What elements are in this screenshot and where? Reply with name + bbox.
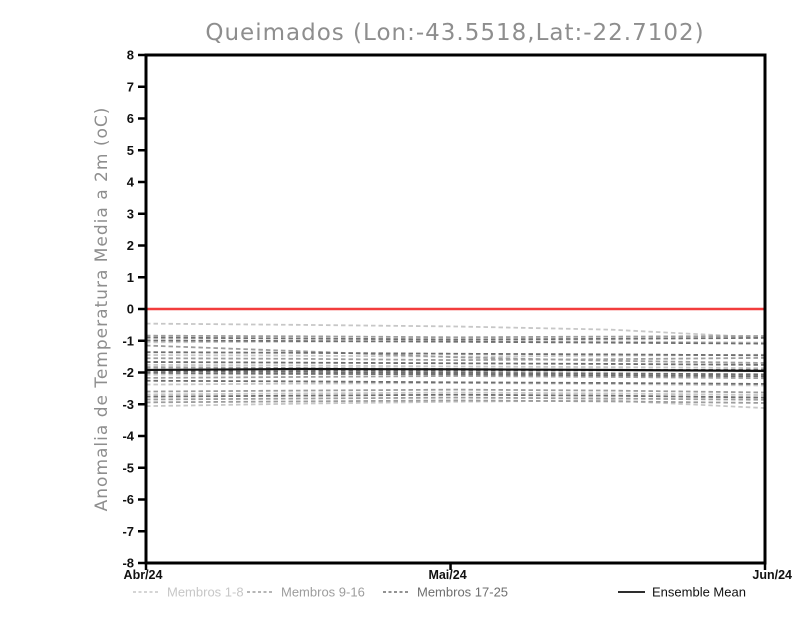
y-tick-label: -7 <box>122 524 134 539</box>
member-line <box>145 351 766 357</box>
x-axis-ticks: Abr/24 Mai/24 Jun/24 <box>124 563 792 582</box>
member-line <box>145 368 766 372</box>
member-line <box>145 334 766 339</box>
legend-label: Membros 1-8 <box>167 585 244 600</box>
mean-line <box>145 367 766 373</box>
y-tick-label: 2 <box>127 238 134 253</box>
chart-legend: Membros 1-8 Membros 9-16 Membros 17-25 Ense… <box>133 585 746 600</box>
y-tick-label: -8 <box>122 556 134 571</box>
y-tick-label: 0 <box>127 302 134 317</box>
x-tick-label: Mai/24 <box>428 568 466 582</box>
member-line <box>145 363 766 369</box>
legend-label: Ensemble Mean <box>652 585 746 600</box>
y-tick-label: 1 <box>127 270 134 285</box>
y-tick-label: -1 <box>122 333 134 348</box>
member-line <box>145 388 766 394</box>
y-tick-label: -6 <box>122 492 134 507</box>
y-tick-label: 3 <box>127 206 134 221</box>
member-line <box>145 399 766 409</box>
y-tick-label: -5 <box>122 460 134 475</box>
member-line <box>145 356 766 362</box>
member-line <box>145 396 766 401</box>
y-tick-label: -4 <box>122 429 134 444</box>
y-tick-label: 6 <box>127 111 134 126</box>
x-tick-label: Jun/24 <box>752 568 792 582</box>
legend-label: Membros 9-16 <box>281 585 365 600</box>
member-line <box>145 370 766 376</box>
ensemble-member-lines <box>145 322 766 409</box>
member-line <box>145 375 766 380</box>
member-line <box>145 393 766 399</box>
member-line <box>145 344 766 364</box>
y-tick-label: 7 <box>127 79 134 94</box>
plot-frame <box>144 53 767 565</box>
legend-label: Membros 17-25 <box>417 585 508 600</box>
ensemble-mean-line <box>145 367 766 373</box>
y-axis-ticks: -8 -7 -6 -5 -4 -3 -2 -1 0 1 2 3 4 5 6 7 8 <box>122 48 146 571</box>
member-line <box>145 339 766 345</box>
y-tick-label: -2 <box>122 365 134 380</box>
member-line <box>145 336 766 341</box>
member-line <box>145 391 766 396</box>
member-line <box>145 361 766 366</box>
chart-title: Queimados (Lon:-43.5518,Lat:-22.7102) <box>205 20 704 46</box>
member-line <box>145 399 766 404</box>
member-line <box>145 371 766 378</box>
member-line <box>145 339 766 344</box>
x-tick-label: Abr/24 <box>124 568 163 582</box>
y-tick-label: -3 <box>122 397 134 412</box>
y-axis-label: Anomalia de Temperatura Media a 2m (oC) <box>92 107 112 512</box>
member-line <box>145 322 766 339</box>
member-line <box>145 379 766 385</box>
y-tick-label: 4 <box>127 175 135 190</box>
y-tick-label: 8 <box>127 48 134 63</box>
y-tick-label: 5 <box>127 143 134 158</box>
